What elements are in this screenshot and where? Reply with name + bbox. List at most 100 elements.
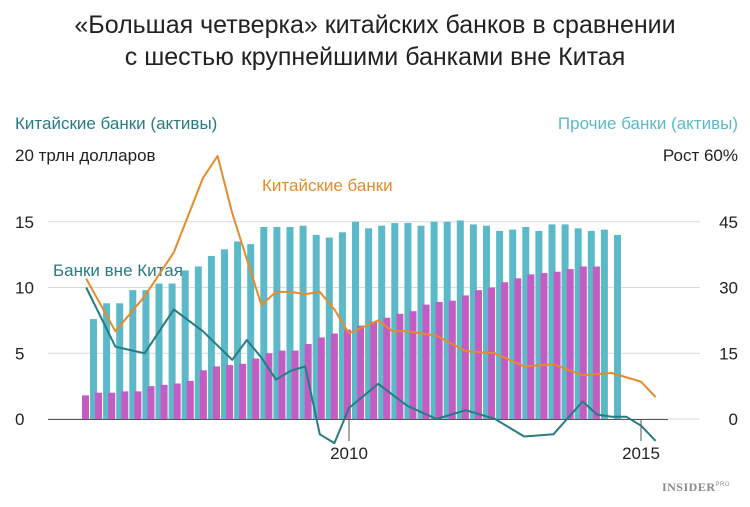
bar-other-banks bbox=[116, 303, 124, 419]
bar-chinese-banks bbox=[422, 304, 430, 419]
right-axis-title: Прочие банки (активы) bbox=[557, 114, 738, 133]
bar-chinese-banks bbox=[527, 274, 535, 419]
x-tick-label: 2010 bbox=[330, 444, 368, 463]
bar-chinese-banks bbox=[134, 391, 142, 419]
bar-chinese-banks bbox=[108, 392, 116, 419]
left-axis-title: Китайские банки (активы) bbox=[15, 114, 218, 133]
x-axis: 2010 2015 bbox=[48, 419, 668, 463]
bar-chinese-banks bbox=[370, 321, 378, 419]
bar-other-banks bbox=[168, 283, 176, 419]
series-label-non-chinese-banks: Банки вне Китая bbox=[53, 261, 183, 280]
bar-chinese-banks bbox=[291, 350, 299, 419]
bar-chinese-banks bbox=[409, 311, 417, 419]
bar-other-banks bbox=[207, 255, 215, 419]
bar-chinese-banks bbox=[330, 333, 338, 419]
bar-other-banks bbox=[221, 249, 228, 419]
lines bbox=[85, 155, 657, 445]
bar-other-banks bbox=[469, 224, 477, 419]
bar-chinese-banks bbox=[501, 282, 509, 419]
bar-other-banks bbox=[273, 227, 281, 419]
bar-other-banks bbox=[522, 227, 530, 419]
bar-other-banks bbox=[325, 237, 333, 419]
bar-chinese-banks bbox=[82, 395, 89, 419]
credit-logo: INSIDERPRO bbox=[661, 480, 730, 494]
bar-other-banks bbox=[194, 266, 202, 419]
bar-chinese-banks bbox=[186, 380, 194, 419]
bar-chinese-banks bbox=[252, 358, 260, 419]
bar-chinese-banks bbox=[173, 383, 181, 419]
bar-other-banks bbox=[90, 319, 97, 419]
bar-other-banks bbox=[496, 230, 504, 419]
bar-chinese-banks bbox=[448, 300, 456, 419]
bar-chinese-banks bbox=[160, 384, 168, 419]
left-tick-label: 5 bbox=[15, 344, 24, 363]
bar-other-banks bbox=[181, 270, 189, 419]
bar-other-banks bbox=[142, 290, 150, 419]
bar-chinese-banks bbox=[475, 290, 482, 419]
bar-other-banks bbox=[247, 244, 255, 419]
right-tick-labels: 0 15 30 45 bbox=[719, 213, 738, 429]
bar-other-banks bbox=[548, 224, 556, 419]
chart-title-line-2: с шестью крупнейшими банками вне Китая bbox=[124, 43, 626, 71]
bar-other-banks bbox=[600, 229, 608, 419]
bar-chinese-banks bbox=[540, 273, 548, 419]
left-tick-label: 10 bbox=[15, 279, 34, 298]
bar-chinese-banks bbox=[579, 266, 587, 419]
bar-other-banks bbox=[155, 283, 163, 419]
bar-chinese-banks bbox=[121, 391, 129, 419]
line-chinese-banks bbox=[85, 155, 657, 398]
bar-other-banks bbox=[483, 225, 490, 419]
bar-other-banks bbox=[129, 290, 137, 419]
right-tick-label: 15 bbox=[719, 344, 738, 363]
left-tick-label: 15 bbox=[15, 213, 34, 232]
bar-other-banks bbox=[260, 227, 268, 419]
bar-chinese-banks bbox=[213, 366, 220, 419]
bar-chinese-banks bbox=[147, 386, 155, 419]
bar-chinese-banks bbox=[383, 317, 391, 419]
series-label-chinese-banks: Китайские банки bbox=[262, 176, 393, 195]
bar-other-banks bbox=[312, 234, 320, 419]
bar-chinese-banks bbox=[357, 325, 365, 419]
bar-other-banks bbox=[456, 220, 464, 419]
bar-other-banks bbox=[587, 230, 595, 419]
bar-other-banks bbox=[574, 228, 582, 419]
bar-other-banks bbox=[338, 232, 346, 419]
bars-chinese-banks bbox=[82, 266, 600, 419]
chart-title-line-1: «Большая четверка» китайских банков в ср… bbox=[74, 11, 676, 39]
bar-chinese-banks bbox=[239, 363, 247, 419]
bar-other-banks bbox=[561, 224, 569, 419]
left-tick-labels: 0 5 10 15 bbox=[15, 213, 34, 429]
bar-chinese-banks bbox=[265, 353, 273, 419]
bar-other-banks bbox=[352, 221, 359, 419]
bar-chinese-banks bbox=[199, 370, 207, 419]
x-tick-label: 2015 bbox=[622, 444, 660, 463]
bar-chinese-banks bbox=[553, 271, 561, 419]
bar-other-banks bbox=[614, 234, 621, 419]
left-tick-label: 0 bbox=[15, 410, 24, 429]
right-tick-label: 30 bbox=[719, 279, 738, 298]
bar-other-banks bbox=[417, 225, 425, 419]
bar-chinese-banks bbox=[95, 392, 103, 419]
bar-other-banks bbox=[391, 223, 399, 419]
bar-other-banks bbox=[404, 223, 412, 419]
bar-other-banks bbox=[509, 229, 517, 419]
bar-chinese-banks bbox=[566, 269, 574, 419]
bar-chinese-banks bbox=[435, 301, 443, 419]
bar-chinese-banks bbox=[317, 337, 325, 419]
bar-other-banks bbox=[430, 221, 438, 419]
bar-other-banks bbox=[535, 230, 543, 419]
bar-chinese-banks bbox=[396, 313, 404, 419]
bar-chinese-banks bbox=[592, 266, 600, 419]
bars-other-banks bbox=[90, 220, 621, 419]
bar-chinese-banks bbox=[278, 350, 286, 419]
bar-other-banks bbox=[299, 225, 307, 419]
right-axis-unit: Рост 60% bbox=[662, 146, 738, 165]
bar-chinese-banks bbox=[514, 278, 522, 419]
bar-other-banks bbox=[234, 241, 242, 419]
line-non-chinese-banks bbox=[85, 287, 657, 445]
bar-other-banks bbox=[443, 221, 451, 419]
bar-chinese-banks bbox=[344, 329, 351, 419]
bar-chinese-banks bbox=[461, 295, 469, 419]
bar-other-banks bbox=[286, 227, 294, 419]
